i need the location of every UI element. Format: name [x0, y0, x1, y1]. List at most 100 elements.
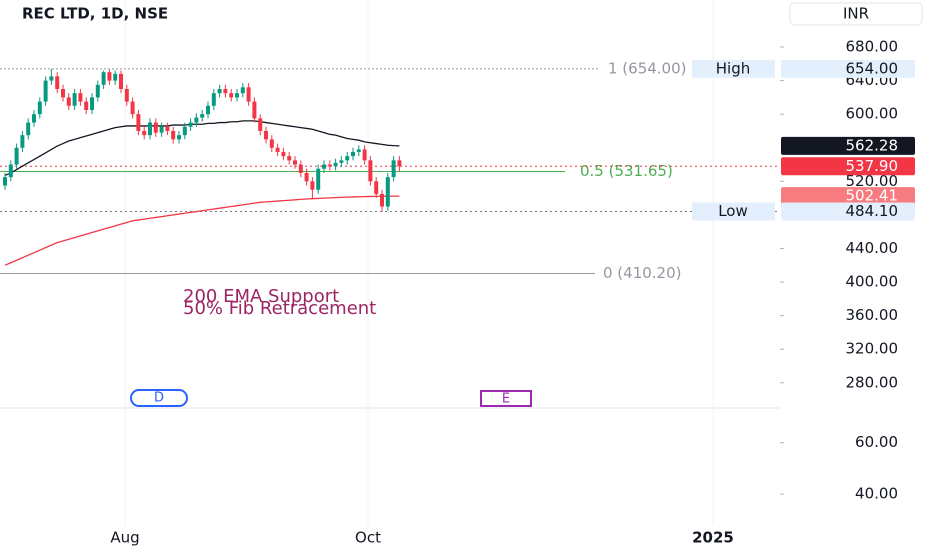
candle-body [3, 177, 7, 186]
candle-body [351, 151, 355, 157]
candle-body [165, 126, 170, 131]
y-tick-label: 680.00 [846, 38, 899, 56]
candle-body [246, 87, 251, 102]
candle-body [200, 114, 205, 118]
price-tag [781, 187, 915, 206]
y-tick-label: 520.00 [846, 172, 899, 190]
candle-body [391, 160, 396, 178]
marker[interactable]: E [502, 392, 510, 407]
candle-body [258, 118, 263, 131]
y-tick-label: 400.00 [846, 273, 899, 291]
candle-body [333, 162, 338, 167]
candle-body [240, 87, 245, 94]
candle-body [148, 122, 152, 136]
chart-title: REC LTD, 1D, NSE [22, 5, 168, 23]
y-tick-label: 280.00 [846, 373, 899, 391]
marker[interactable]: D [154, 391, 164, 406]
price-tag [781, 59, 915, 78]
y-tick-label: 40.00 [855, 485, 898, 503]
candle-body [298, 164, 303, 173]
annotation: 50% Fib Retracement [183, 298, 376, 319]
candle-body [90, 97, 94, 110]
x-tick-label: 2025 [692, 529, 734, 547]
candle-body [14, 147, 19, 165]
y-tick-label: 440.00 [846, 239, 899, 257]
fib-label: 0.5 (531.65) [580, 162, 673, 180]
candle-body [26, 122, 31, 136]
candle-body [142, 130, 147, 136]
candle-body [78, 93, 83, 102]
ema-line [4, 195, 400, 266]
candle-body [287, 156, 292, 161]
candle-body [269, 139, 274, 148]
price-tag-label: 484.10 [846, 202, 899, 220]
candle-body [397, 160, 402, 167]
candle-body [229, 93, 234, 98]
candle-body [316, 168, 321, 190]
candle-body [66, 97, 71, 106]
candle-body [275, 147, 280, 152]
marker-box[interactable] [130, 389, 188, 407]
candle-body [380, 193, 384, 207]
candle-body [84, 101, 89, 110]
candle-body [95, 84, 100, 98]
price-tag-label: 562.28 [846, 136, 899, 154]
candle-body [194, 117, 199, 123]
candle-body [211, 93, 216, 106]
candle-body [136, 114, 141, 131]
candle-body [327, 164, 332, 167]
candle-body [72, 93, 77, 106]
candle-body [345, 156, 350, 161]
candle-body [304, 172, 309, 182]
tag-name: High [716, 59, 750, 77]
candle-body [339, 160, 344, 163]
fib-label: 0 (410.20) [603, 264, 682, 282]
candle-body [281, 151, 286, 157]
candle-body [130, 101, 135, 115]
marker-box[interactable] [480, 390, 532, 407]
candle-body [43, 80, 48, 102]
candle-body [107, 72, 112, 81]
annotation: 200 EMA Support [183, 286, 339, 307]
tag-name: Low [718, 202, 748, 220]
candle-body [182, 126, 187, 136]
fib-label: 1 (654.00) [608, 59, 687, 77]
candle-body [20, 135, 25, 148]
price-tag-label: 537.90 [846, 157, 899, 175]
price-tag [781, 136, 915, 155]
candle-body [171, 130, 176, 140]
candle-body [223, 88, 228, 94]
currency-box[interactable] [789, 2, 923, 26]
candle-body [356, 149, 361, 152]
currency[interactable]: INR [843, 5, 869, 23]
candle-body [217, 88, 222, 94]
candle-body [252, 101, 257, 119]
tag-name-box [692, 202, 775, 221]
candle-body [206, 105, 210, 115]
tag-name-box [692, 59, 775, 78]
candle-body [153, 122, 158, 133]
candle-body [293, 160, 297, 165]
candle-body [368, 160, 373, 182]
candle-body [49, 76, 54, 81]
candle-body [385, 177, 390, 207]
candle-body [362, 149, 367, 161]
x-tick-label: Oct [355, 529, 381, 547]
price-tag-label: 654.00 [846, 59, 899, 77]
candle-body [374, 181, 379, 194]
candle-body [101, 72, 106, 85]
candle-body [37, 101, 42, 115]
candle-body [310, 181, 315, 190]
candle-body [188, 122, 193, 127]
ema-line [4, 120, 400, 177]
price-tag [781, 202, 915, 221]
candle-body [159, 126, 164, 133]
y-tick-label: 600.00 [846, 105, 899, 123]
candle-body [264, 130, 268, 140]
candle-body [61, 88, 65, 98]
candle-body [235, 93, 239, 98]
candle-body [55, 76, 60, 89]
candle-body [119, 73, 123, 89]
